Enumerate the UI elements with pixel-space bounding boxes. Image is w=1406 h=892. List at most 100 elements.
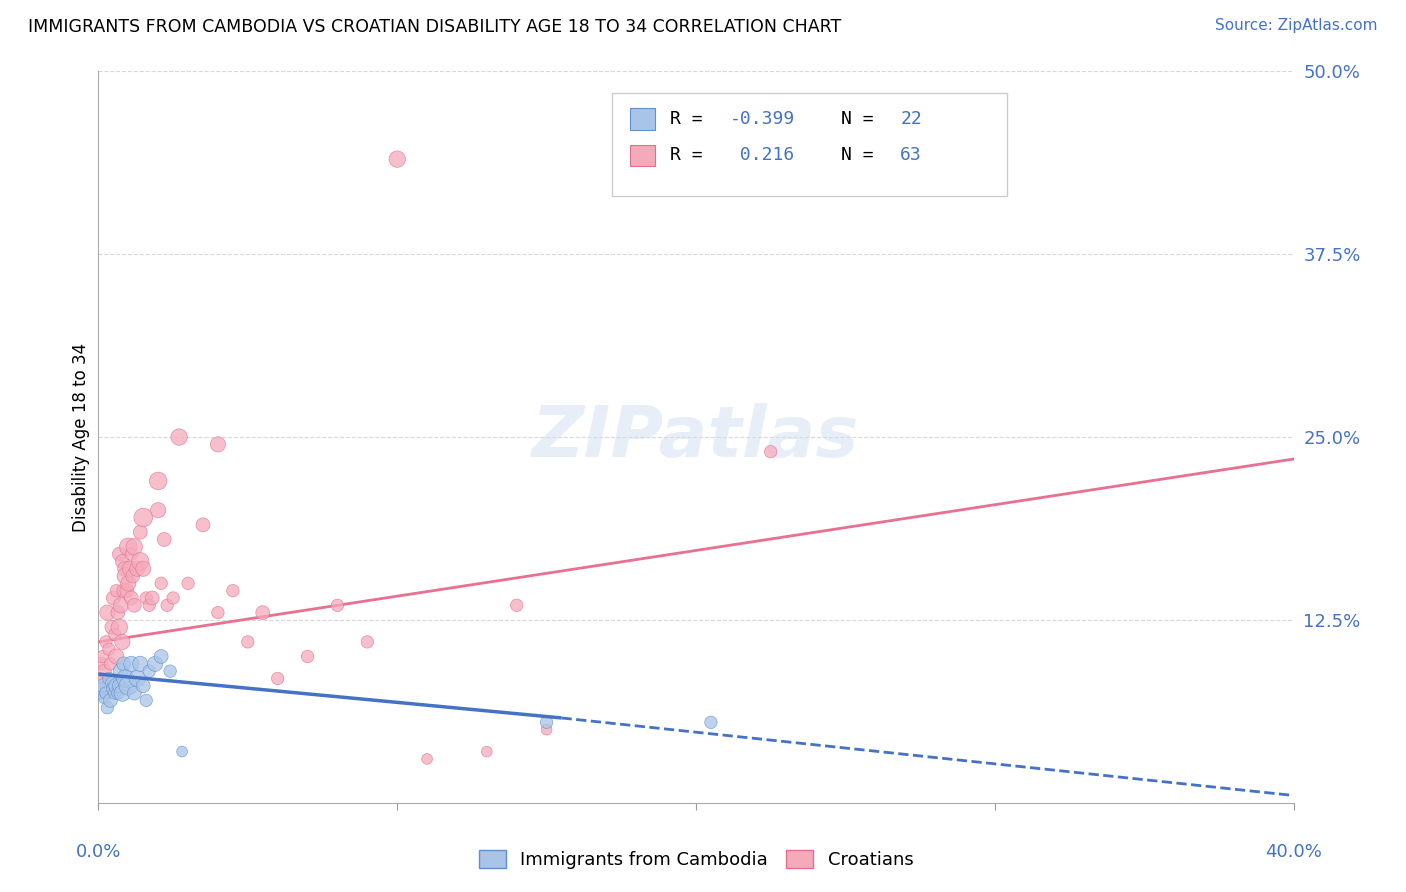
Point [112,583,135,598]
Text: 0.0%: 0.0% [76,843,121,861]
Point [207,437,229,451]
Point [90,681,112,696]
Point [124,599,146,613]
Bar [630,108,655,130]
Point [121,569,143,583]
Point [108,620,131,634]
Text: R =: R = [669,146,713,164]
Point [252,606,274,620]
Point [89,672,111,686]
Point [101,620,124,634]
Text: ZIPatlas: ZIPatlas [533,402,859,472]
Point [267,672,290,686]
Text: 22: 22 [900,110,922,128]
Point [114,562,136,576]
Point [132,562,155,576]
Point [111,635,134,649]
Point [129,525,152,540]
Point [124,686,146,700]
Point [143,657,166,671]
Point [120,547,142,561]
Point [104,627,127,641]
Point [150,576,173,591]
Point [132,510,155,524]
Point [94,686,117,700]
Point [236,635,259,649]
Point [114,672,136,686]
Point [107,686,129,700]
Point [150,649,173,664]
Point [93,664,115,678]
Text: R =: R = [669,110,713,128]
Point [222,583,245,598]
Text: -0.399: -0.399 [730,110,794,128]
Point [90,657,112,671]
Point [191,517,214,532]
Point [135,693,157,707]
Point [127,562,149,576]
Point [110,599,132,613]
Point [93,690,115,705]
Point [124,540,146,554]
Point [475,745,498,759]
Y-axis label: Disability Age 18 to 34: Disability Age 18 to 34 [72,343,90,532]
Bar [630,145,655,167]
Point [104,686,127,700]
Point [356,635,378,649]
Point [536,715,558,730]
Point [129,554,152,568]
Point [506,599,529,613]
Point [94,635,117,649]
Point [107,606,129,620]
Point [156,599,179,613]
Point [111,554,134,568]
Point [148,474,170,488]
Point [114,569,136,583]
Point [105,679,128,693]
Point [103,681,125,696]
Point [127,672,149,686]
Point [148,503,170,517]
Point [120,657,142,671]
FancyBboxPatch shape [612,94,1007,195]
Point [89,686,111,700]
Point [120,591,142,605]
Point [297,649,319,664]
Point [129,657,152,671]
Point [759,444,782,458]
Text: N =: N = [841,110,884,128]
Point [153,533,176,547]
Point [108,679,131,693]
Point [117,576,139,591]
Text: Source: ZipAtlas.com: Source: ZipAtlas.com [1215,18,1378,33]
Point [167,430,190,444]
Point [91,649,114,664]
Point [97,642,120,657]
Point [141,591,163,605]
Point [108,547,131,561]
Point [172,745,194,759]
Point [385,152,409,166]
Point [91,679,114,693]
Point [110,664,132,678]
Point [97,672,120,686]
Point [112,657,135,671]
Point [138,664,160,678]
Point [138,599,160,613]
Point [105,583,128,598]
Point [416,752,439,766]
Point [103,591,125,605]
Point [536,723,558,737]
Point [117,679,139,693]
Text: IMMIGRANTS FROM CAMBODIA VS CROATIAN DISABILITY AGE 18 TO 34 CORRELATION CHART: IMMIGRANTS FROM CAMBODIA VS CROATIAN DIS… [28,18,841,36]
Point [96,700,118,714]
Legend: Immigrants from Cambodia, Croatians: Immigrants from Cambodia, Croatians [470,840,922,878]
Point [326,599,349,613]
Point [98,657,122,671]
Text: 63: 63 [900,146,922,164]
Point [135,591,157,605]
Point [700,715,723,730]
Point [132,679,155,693]
Point [101,676,124,690]
Text: N =: N = [841,146,884,164]
